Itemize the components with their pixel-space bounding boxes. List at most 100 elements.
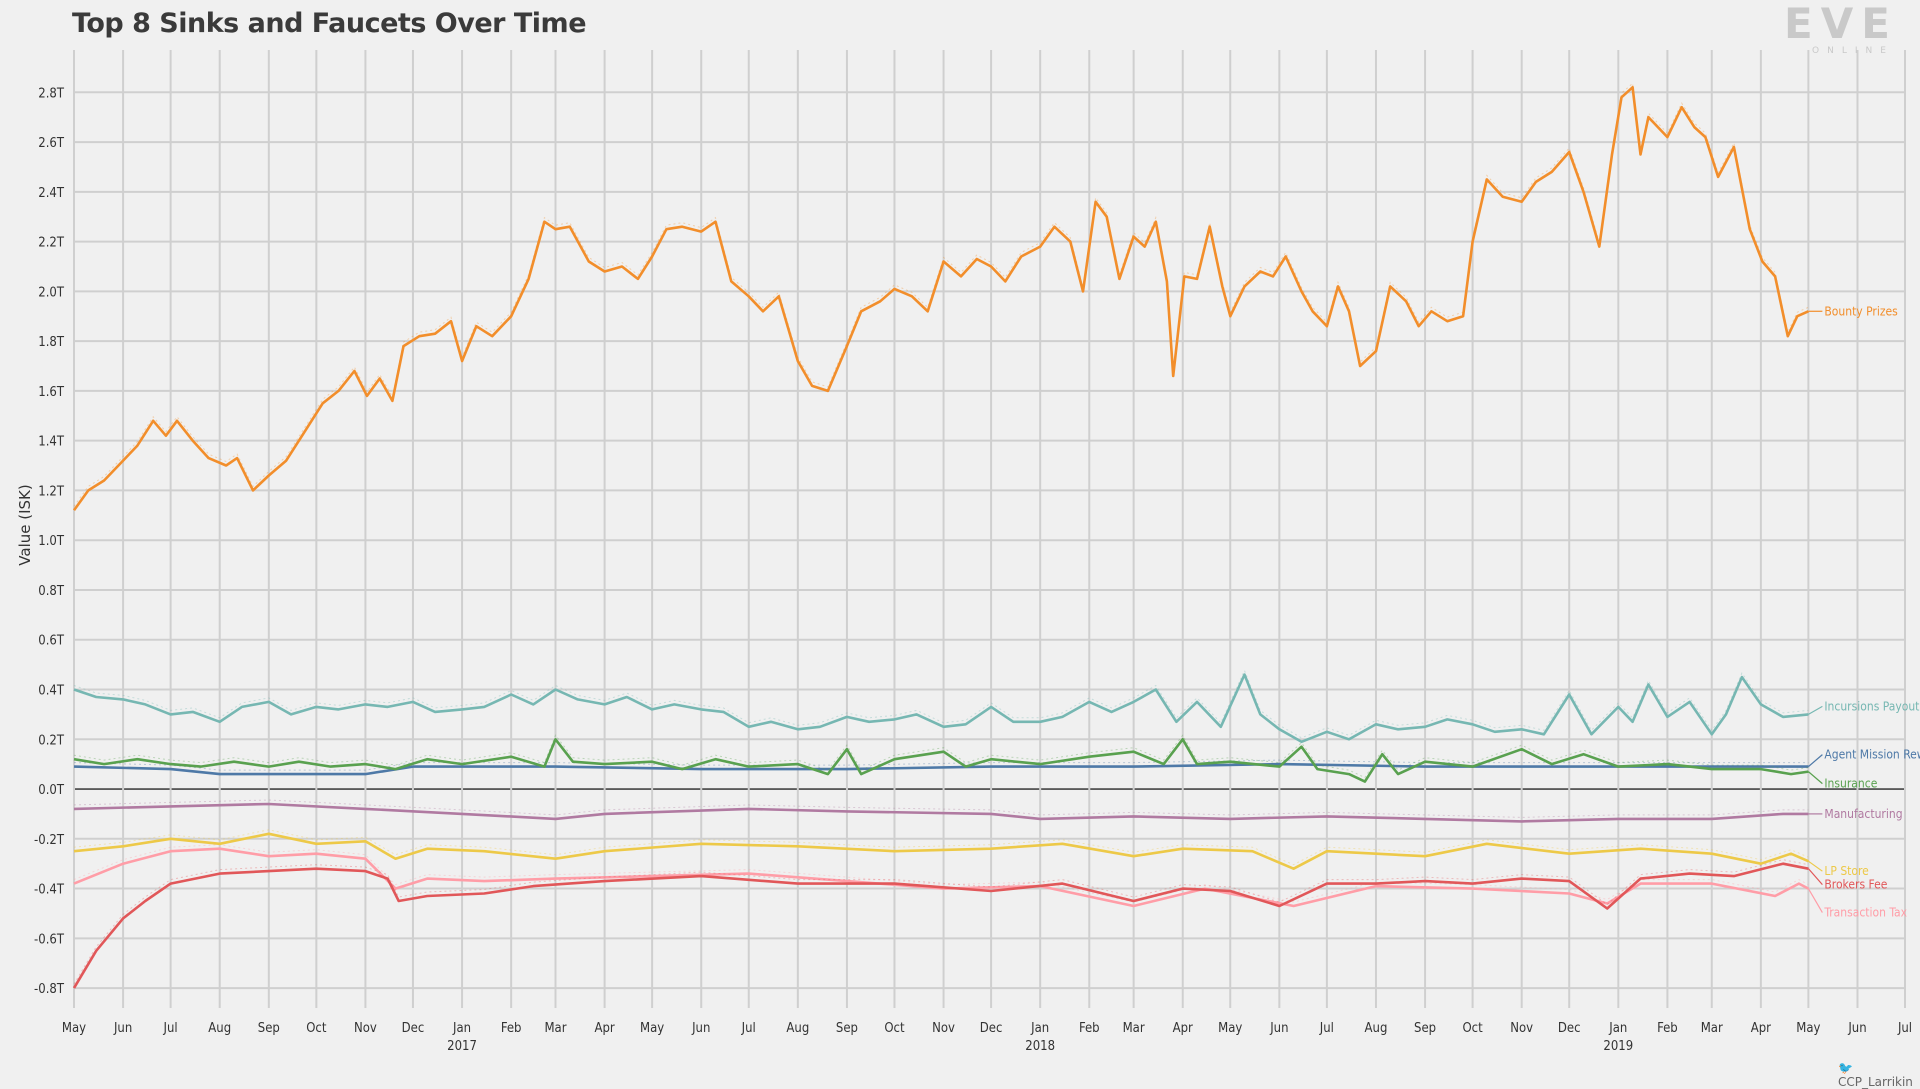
y-tick-label: 1.4T bbox=[38, 435, 65, 450]
x-tick-label: Mar bbox=[1123, 1021, 1145, 1036]
x-tick-label: Apr bbox=[594, 1021, 614, 1036]
y-tick-label: 0.4T bbox=[38, 683, 65, 698]
x-tick-label: Nov bbox=[1510, 1021, 1533, 1036]
x-tick-label: Dec bbox=[980, 1021, 1003, 1036]
x-tick-label: Aug bbox=[1365, 1021, 1388, 1036]
x-tick-label: Dec bbox=[402, 1021, 425, 1036]
series-label: Bounty Prizes bbox=[1824, 304, 1898, 318]
y-tick-label: 1.2T bbox=[38, 484, 65, 499]
series-line bbox=[73, 762, 1809, 776]
x-tick-label: Nov bbox=[354, 1021, 377, 1036]
series-label: LP Store bbox=[1824, 864, 1869, 878]
series-label-leader bbox=[1807, 754, 1823, 768]
chart-grid bbox=[73, 50, 1906, 1008]
series-line bbox=[72, 862, 1809, 989]
x-tick-label: Jan bbox=[1030, 1021, 1049, 1036]
y-tick-label: 2.0T bbox=[38, 285, 65, 300]
x-tick-label: May bbox=[1218, 1021, 1242, 1036]
series-raw-trace bbox=[73, 799, 1809, 818]
x-tick-label: Feb bbox=[501, 1021, 522, 1036]
chart-title: Top 8 Sinks and Faucets Over Time bbox=[72, 8, 587, 39]
x-tick-label: Jul bbox=[741, 1021, 756, 1036]
y-axis-label: Value (ISK) bbox=[16, 484, 34, 565]
x-tick-label: Jan bbox=[452, 1021, 471, 1036]
x-tick-label: Jun bbox=[113, 1021, 132, 1036]
x-tick-label: Sep bbox=[258, 1021, 280, 1036]
x-tick-label: Jan bbox=[1608, 1021, 1627, 1036]
series-label: Insurance bbox=[1824, 777, 1877, 791]
y-tick-label: 2.8T bbox=[38, 86, 65, 101]
y-tick-label: 1.8T bbox=[38, 335, 65, 350]
x-tick-label: Oct bbox=[884, 1021, 905, 1036]
series-label-leader bbox=[1808, 860, 1823, 872]
y-tick-label: -0.6T bbox=[34, 932, 65, 947]
series-line bbox=[73, 847, 1810, 908]
logo-subtext: ONLINE bbox=[1812, 46, 1894, 56]
x-year-label: 2019 bbox=[1603, 1039, 1633, 1054]
credit-handle: CCP_Larrikin bbox=[1838, 1075, 1913, 1089]
credit[interactable]: 🐦CCP_Larrikin bbox=[1838, 1061, 1920, 1089]
series-label: Brokers Fee bbox=[1824, 878, 1887, 892]
x-tick-label: Sep bbox=[836, 1021, 858, 1036]
x-year-label: 2017 bbox=[447, 1039, 477, 1054]
series-label-leader bbox=[1807, 771, 1823, 785]
series-label: Transaction Tax bbox=[1823, 906, 1907, 920]
y-tick-label: 2.6T bbox=[38, 136, 65, 151]
y-tick-label: 2.4T bbox=[38, 186, 65, 201]
y-tick-label: 1.0T bbox=[38, 534, 65, 549]
series-label: Incursions Payout bbox=[1824, 699, 1919, 713]
x-tick-label: Aug bbox=[786, 1021, 809, 1036]
series-line bbox=[73, 802, 1809, 823]
y-tick-label: 0.6T bbox=[38, 634, 65, 649]
y-tick-label: 0.2T bbox=[38, 733, 65, 748]
x-tick-label: Jun bbox=[691, 1021, 710, 1036]
series-layer bbox=[72, 82, 1810, 989]
series-label: Manufacturing bbox=[1824, 807, 1902, 821]
series-label: Agent Mission Rewards bbox=[1824, 748, 1920, 762]
x-year-label: 2018 bbox=[1025, 1039, 1055, 1054]
series-label-leader bbox=[1807, 868, 1823, 886]
series-raw-trace bbox=[73, 82, 1809, 507]
x-tick-label: Aug bbox=[208, 1021, 231, 1036]
x-tick-label: Feb bbox=[1079, 1021, 1100, 1036]
x-tick-label: Mar bbox=[544, 1021, 566, 1036]
x-tick-label: May bbox=[1796, 1021, 1820, 1036]
series-line bbox=[73, 832, 1809, 870]
series-line bbox=[73, 738, 1809, 783]
series-label-leader bbox=[1807, 888, 1823, 913]
logo-text: EVE bbox=[1784, 0, 1898, 48]
x-tick-label: Feb bbox=[1657, 1021, 1678, 1036]
y-tick-label: 2.2T bbox=[38, 236, 65, 251]
axis-tick-labels: -0.8T -0.6T -0.4T -0.2T 0.0T 0.2T 0.4T 0.6T 0.8T… bbox=[34, 86, 1912, 1054]
x-tick-label: May bbox=[640, 1021, 664, 1036]
series-raw-trace bbox=[73, 829, 1809, 866]
y-tick-label: 0.0T bbox=[38, 783, 65, 798]
series-raw-trace bbox=[73, 859, 1809, 985]
x-tick-label: Apr bbox=[1173, 1021, 1193, 1036]
y-tick-label: 1.6T bbox=[38, 385, 65, 400]
x-tick-label: Jul bbox=[163, 1021, 178, 1036]
series-line bbox=[73, 673, 1809, 744]
x-tick-label: Sep bbox=[1414, 1021, 1436, 1036]
series-label-leader bbox=[1808, 705, 1823, 715]
x-tick-label: Mar bbox=[1701, 1021, 1723, 1036]
y-tick-label: -0.8T bbox=[34, 982, 65, 997]
x-tick-label: Apr bbox=[1751, 1021, 1771, 1036]
x-tick-label: Oct bbox=[306, 1021, 327, 1036]
x-tick-label: Jul bbox=[1897, 1021, 1912, 1036]
x-tick-label: Oct bbox=[1462, 1021, 1483, 1036]
x-tick-label: May bbox=[62, 1021, 86, 1036]
series-line bbox=[72, 86, 1809, 512]
series-raw-trace bbox=[73, 759, 1809, 771]
y-tick-label: -0.2T bbox=[34, 833, 65, 848]
x-tick-label: Jul bbox=[1319, 1021, 1334, 1036]
eve-online-logo: EVE ONLINE bbox=[1784, 2, 1900, 62]
twitter-icon: 🐦 bbox=[1838, 1061, 1853, 1075]
y-tick-label: -0.4T bbox=[34, 883, 65, 898]
y-tick-label: 0.8T bbox=[38, 584, 65, 599]
x-tick-label: Dec bbox=[1558, 1021, 1581, 1036]
x-tick-label: Jun bbox=[1847, 1021, 1866, 1036]
x-tick-label: Jun bbox=[1269, 1021, 1288, 1036]
